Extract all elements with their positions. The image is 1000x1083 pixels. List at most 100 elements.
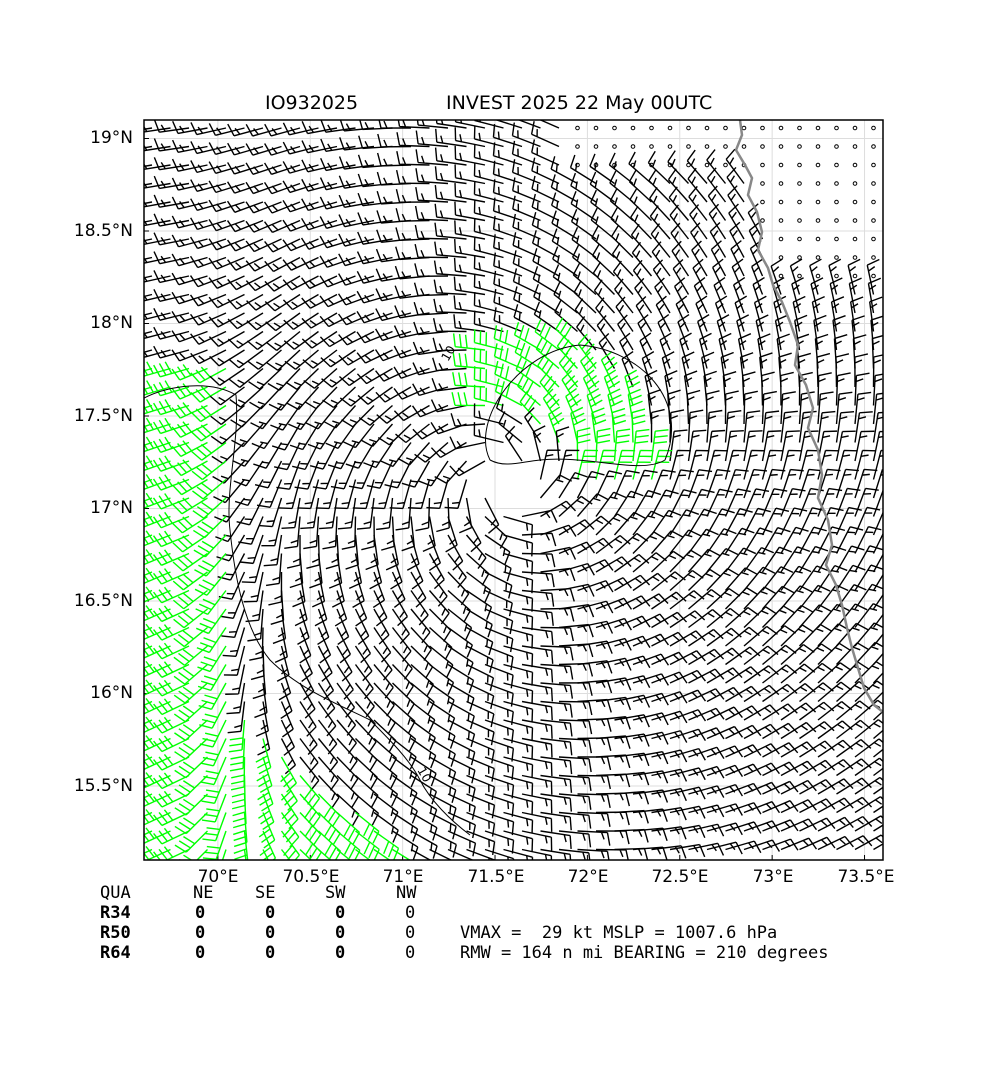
wind-barb bbox=[429, 645, 454, 678]
wind-barb bbox=[687, 167, 708, 203]
wind-barb bbox=[493, 289, 523, 314]
wind-barb bbox=[576, 449, 598, 480]
wind-barb bbox=[836, 777, 872, 795]
calm-marker bbox=[871, 255, 876, 260]
wind-barb bbox=[171, 253, 208, 267]
wind-barb bbox=[144, 349, 153, 353]
wind-barb bbox=[631, 408, 646, 443]
wind-barb bbox=[345, 534, 359, 570]
wind-barb bbox=[144, 144, 171, 152]
wind-barb bbox=[415, 149, 449, 166]
wind-barb bbox=[171, 139, 208, 153]
wind-barb bbox=[429, 830, 457, 858]
wind-barb bbox=[144, 549, 171, 566]
wind-barb bbox=[854, 372, 870, 406]
wind-barb bbox=[292, 442, 320, 471]
wind-barb bbox=[190, 423, 227, 442]
wind-barb bbox=[192, 478, 227, 500]
calm-marker bbox=[852, 181, 858, 186]
wind-barb bbox=[301, 159, 338, 173]
wind-barb bbox=[854, 796, 883, 814]
wind-barb bbox=[454, 183, 486, 203]
wind-barb bbox=[854, 738, 883, 758]
wind-barb bbox=[725, 821, 762, 834]
wind-barb bbox=[811, 296, 825, 332]
wind-barb bbox=[600, 351, 618, 388]
cell-sw: 0 bbox=[335, 923, 346, 943]
wind-barb bbox=[190, 366, 227, 384]
wind-barb bbox=[208, 219, 245, 232]
wind-barb bbox=[577, 537, 614, 555]
wind-barb bbox=[255, 738, 272, 775]
wind-barb bbox=[245, 123, 282, 137]
wind-barb bbox=[285, 367, 319, 390]
wind-barb bbox=[265, 312, 301, 332]
wind-barb bbox=[429, 700, 456, 731]
wind-barb bbox=[338, 330, 375, 346]
wind-barb bbox=[208, 123, 245, 136]
wind-barb bbox=[270, 405, 301, 431]
calm-marker bbox=[667, 125, 673, 131]
calm-marker bbox=[852, 199, 858, 205]
wind-barb bbox=[412, 362, 449, 376]
wind-barb bbox=[389, 479, 412, 510]
wind-barb bbox=[144, 417, 171, 434]
wind-barb bbox=[537, 354, 560, 388]
wind-barb bbox=[392, 682, 415, 716]
wind-barb bbox=[429, 811, 457, 840]
wind-barb bbox=[144, 719, 153, 725]
wind-barb bbox=[669, 529, 701, 554]
wind-barb bbox=[144, 182, 153, 186]
wind-barb bbox=[466, 848, 495, 860]
wind-barb bbox=[551, 228, 578, 259]
wind-barb bbox=[558, 449, 580, 480]
wind-barb bbox=[174, 793, 208, 816]
wind-barb bbox=[415, 130, 449, 148]
wind-barb bbox=[397, 120, 430, 129]
wind-barb bbox=[762, 683, 798, 703]
wind-barb bbox=[355, 811, 380, 844]
wind-barb bbox=[301, 330, 338, 349]
wind-barb bbox=[780, 585, 813, 610]
wind-barb bbox=[632, 449, 654, 480]
wind-barb bbox=[761, 410, 780, 443]
wind-barb bbox=[447, 830, 477, 857]
wind-barb bbox=[190, 385, 227, 403]
wind-barb bbox=[447, 756, 476, 784]
wind-barb bbox=[153, 175, 190, 190]
cell-nw: 0 bbox=[405, 923, 416, 943]
pressure-contours: 10 10 bbox=[144, 343, 672, 836]
wind-barb bbox=[835, 487, 861, 517]
wind-barb bbox=[378, 120, 412, 129]
wind-barb bbox=[250, 405, 283, 430]
wind-barb bbox=[725, 705, 762, 721]
wind-barb bbox=[356, 251, 393, 265]
wind-barb bbox=[577, 848, 610, 860]
wind-barb bbox=[503, 589, 534, 612]
wind-barb bbox=[535, 336, 560, 370]
wind-barb bbox=[492, 160, 523, 185]
col-header-ne: NE bbox=[193, 883, 214, 903]
wind-barb bbox=[153, 624, 190, 641]
calm-marker bbox=[723, 125, 728, 131]
wind-barb bbox=[540, 524, 577, 537]
wind-barb bbox=[373, 793, 399, 825]
calm-marker bbox=[760, 162, 765, 168]
wind-barb bbox=[144, 238, 153, 242]
wind-barb bbox=[675, 295, 690, 332]
wind-barb bbox=[338, 273, 375, 286]
wind-barb bbox=[454, 127, 486, 148]
wind-barb bbox=[466, 756, 495, 782]
wind-barb bbox=[208, 256, 245, 270]
wind-barb bbox=[354, 627, 372, 664]
wind-barb bbox=[725, 724, 762, 740]
lat-tick-18.5: 18.5°N bbox=[74, 221, 133, 241]
wind-barb bbox=[319, 235, 356, 249]
calm-marker bbox=[797, 125, 802, 131]
wind-barb bbox=[591, 243, 615, 277]
wind-barb bbox=[669, 204, 690, 240]
wind-barb bbox=[422, 516, 436, 552]
wind-barb bbox=[227, 701, 246, 734]
wind-barb bbox=[153, 790, 190, 808]
wind-barb bbox=[727, 185, 745, 221]
